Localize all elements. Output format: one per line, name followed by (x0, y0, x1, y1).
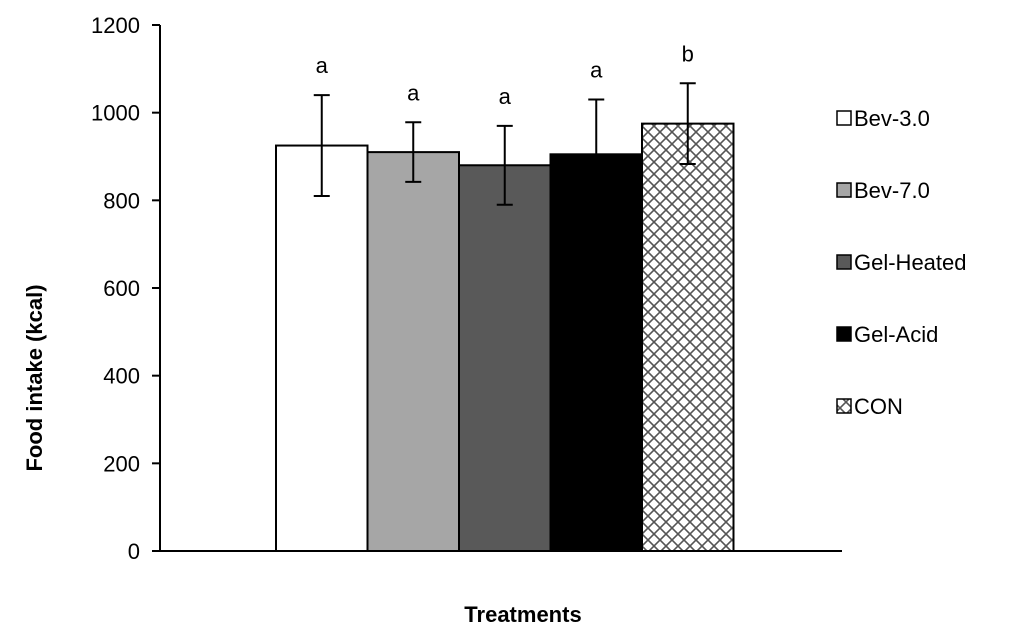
legend-swatch (836, 182, 852, 198)
legend-swatch (836, 398, 852, 414)
significance-label: a (407, 80, 420, 105)
legend: Bev-3.0 Bev-7.0 Gel-Heated Gel-Acid CON (836, 106, 967, 419)
bar (549, 153, 643, 553)
bar (641, 122, 735, 552)
legend-label: Gel-Heated (854, 250, 967, 275)
significance-label: a (316, 53, 329, 78)
y-tick-label: 200 (103, 451, 140, 476)
bar (275, 144, 369, 553)
bar (366, 151, 460, 552)
y-tick-label: 400 (103, 364, 140, 389)
legend-swatch (836, 326, 852, 342)
bar (458, 164, 552, 552)
x-axis-title: Treatments (464, 602, 581, 627)
legend-swatch (836, 254, 852, 270)
significance-label: a (499, 84, 512, 109)
plot-area: a a a a b 0 200 400 600 800 1000 1200 (91, 13, 842, 564)
y-tick-label: 1200 (91, 13, 140, 38)
y-tick-label: 800 (103, 188, 140, 213)
legend-label: Gel-Acid (854, 322, 938, 347)
legend-label: Bev-3.0 (854, 106, 930, 131)
legend-swatch (836, 110, 852, 126)
y-tick-label: 1000 (91, 101, 140, 126)
legend-label: Bev-7.0 (854, 178, 930, 203)
y-tick-label: 0 (128, 539, 140, 564)
significance-label: b (682, 41, 694, 66)
y-tick-label: 600 (103, 276, 140, 301)
legend-label: CON (854, 394, 903, 419)
y-axis-title: Food intake (kcal) (22, 284, 47, 471)
significance-label: a (590, 58, 603, 83)
